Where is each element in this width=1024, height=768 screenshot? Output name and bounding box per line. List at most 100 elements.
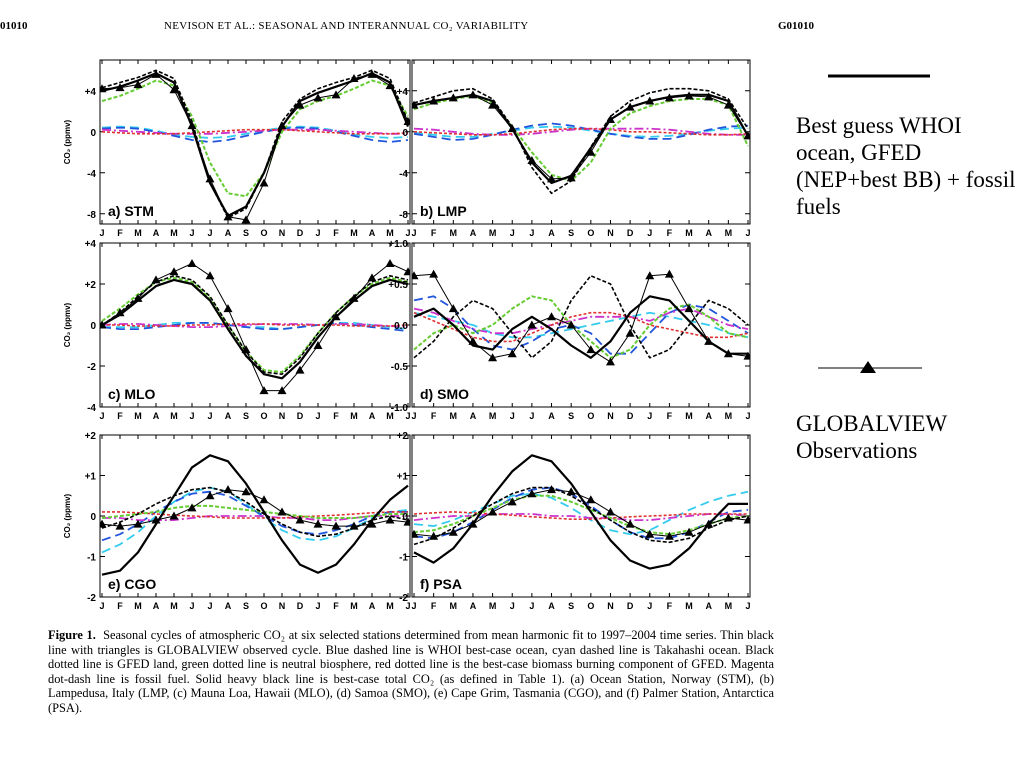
x-tick-label: J: [647, 601, 652, 611]
observed-marker: [367, 519, 377, 528]
x-tick-label: M: [170, 601, 178, 611]
x-tick-label: J: [647, 228, 652, 238]
series-gfed-land: [101, 69, 409, 219]
x-tick-label: J: [405, 228, 410, 238]
x-tick-label: M: [350, 228, 358, 238]
observed-marker: [187, 503, 197, 512]
panel-label: e) CGO: [108, 576, 156, 592]
observed-marker: [313, 93, 323, 102]
y-tick-label: -8: [399, 210, 408, 221]
observed-marker: [385, 259, 395, 267]
x-tick-label: J: [411, 601, 416, 611]
x-tick-label: F: [117, 411, 123, 421]
y-tick-label: +4: [85, 87, 97, 98]
observed-marker: [223, 212, 233, 221]
x-tick-label: J: [99, 411, 104, 421]
observed-marker: [488, 507, 498, 516]
x-tick-label: J: [745, 228, 750, 238]
x-tick-label: O: [260, 228, 267, 238]
y-tick-label: 0: [402, 128, 408, 139]
x-tick-label: J: [745, 601, 750, 611]
panel-frame: [99, 59, 411, 225]
x-tick-label: J: [405, 601, 410, 611]
series-whoi-ocean: [413, 122, 749, 141]
panel-frame: [411, 59, 751, 225]
series-biomass-burning: [102, 511, 408, 519]
series-neutral-biosphere: [101, 79, 409, 198]
observed-marker: [448, 304, 458, 313]
observed-marker: [412, 100, 419, 109]
legend-best-guess-text: Best guess WHOI ocean, GFED (NEP+best BB…: [796, 113, 1016, 219]
observed-marker: [277, 386, 287, 395]
series-takahashi-ocean: [101, 486, 409, 554]
observed-marker: [743, 131, 750, 140]
x-tick-label: M: [134, 411, 142, 421]
series-total: [101, 72, 410, 217]
observed-marker: [664, 93, 674, 102]
x-tick-label: A: [369, 601, 376, 611]
observed-marker: [223, 304, 233, 313]
series-observed: [413, 94, 749, 180]
y-tick-label: -4: [399, 169, 408, 180]
x-tick-label: J: [647, 411, 652, 421]
series-neutral-biosphere: [101, 504, 408, 519]
x-tick-label: N: [279, 411, 286, 421]
series-takahashi-ocean: [101, 125, 409, 139]
observed-marker: [468, 90, 478, 99]
observed-marker: [115, 308, 125, 317]
observed-marker: [295, 365, 305, 374]
x-tick-label: J: [510, 228, 515, 238]
observed-marker: [187, 121, 197, 130]
x-tick-label: A: [470, 601, 477, 611]
x-tick-label: M: [170, 411, 178, 421]
x-tick-label: F: [667, 411, 673, 421]
series-takahashi-ocean: [413, 311, 749, 339]
series-gfed-land: [413, 275, 749, 359]
observed-marker: [684, 91, 694, 100]
observed-marker: [385, 81, 395, 90]
page-id-right: G01010: [778, 20, 815, 32]
observed-marker: [527, 489, 537, 498]
x-tick-label: A: [548, 411, 555, 421]
series-total: [413, 454, 748, 570]
y-axis-label: CO₂ (ppmv): [63, 493, 72, 538]
observed-marker: [507, 124, 517, 133]
x-tick-label: M: [725, 228, 733, 238]
observed-marker: [625, 328, 635, 337]
x-tick-label: F: [333, 228, 339, 238]
x-tick-label: O: [587, 601, 594, 611]
series-takahashi-ocean: [102, 321, 409, 331]
series-observed: [101, 263, 409, 392]
x-tick-label: M: [450, 228, 458, 238]
triangle-marker-icon: [860, 361, 876, 373]
series-gfed-land: [413, 87, 749, 195]
x-tick-label: M: [489, 601, 497, 611]
series-fossil-fuel: [413, 127, 748, 136]
observed-marker: [645, 271, 655, 280]
x-tick-label: M: [350, 411, 358, 421]
x-tick-label: F: [117, 228, 123, 238]
observed-marker: [429, 531, 439, 540]
x-tick-label: M: [489, 228, 497, 238]
x-tick-label: J: [411, 228, 416, 238]
x-tick-label: J: [529, 228, 534, 238]
x-tick-label: F: [431, 411, 437, 421]
observed-marker: [625, 102, 635, 111]
x-tick-label: M: [685, 228, 693, 238]
panel-6: J F M A M J J A S O N D J F M A M J-2-10+1+2f) PSA: [397, 431, 751, 611]
x-tick-label: M: [450, 601, 458, 611]
observed-marker: [566, 320, 576, 329]
series-whoi-ocean: [101, 126, 409, 143]
panel-4: J F M A M J J A S O N D J F M A M J-1.0-0.50.0+0.5+1.0d) …: [388, 239, 750, 421]
series-gfed-land: [413, 486, 749, 546]
x-tick-label: D: [627, 411, 634, 421]
observed-marker: [133, 80, 143, 89]
x-tick-label: A: [705, 601, 712, 611]
x-tick-label: M: [134, 601, 142, 611]
observed-marker: [331, 312, 341, 321]
panel-label: b) LMP: [420, 203, 467, 219]
observed-marker: [429, 96, 439, 105]
series-biomass-burning: [413, 511, 748, 521]
